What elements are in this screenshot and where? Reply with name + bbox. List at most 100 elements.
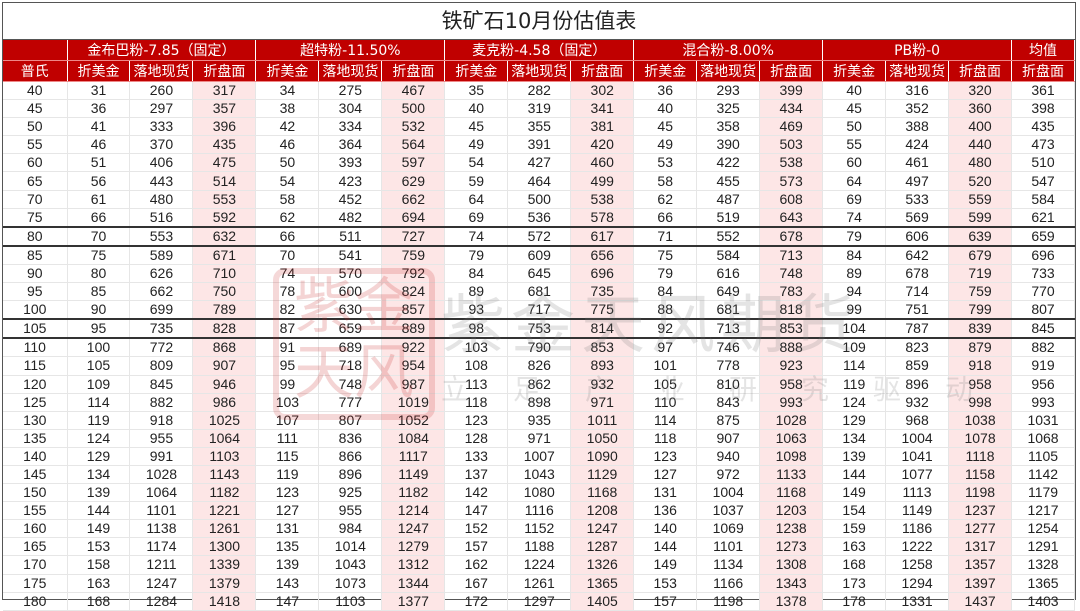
fold-usd-cell: 59 bbox=[444, 171, 509, 191]
fold-usd-cell: 69 bbox=[444, 208, 509, 228]
landed-spot-cell: 1331 bbox=[885, 592, 950, 611]
fold-usd-cell: 42 bbox=[255, 117, 320, 137]
fold-usd-cell: 90 bbox=[67, 300, 131, 320]
landed-spot-cell: 260 bbox=[129, 81, 194, 101]
landed-spot-cell: 391 bbox=[507, 135, 572, 155]
fold-usd-cell: 143 bbox=[255, 574, 320, 593]
fold-usd-cell: 131 bbox=[255, 519, 320, 539]
fold-usd-cell: 71 bbox=[633, 225, 698, 247]
fold-futures-cell: 1418 bbox=[192, 592, 257, 611]
landed-spot-cell: 1116 bbox=[507, 501, 572, 521]
landed-spot-cell: 971 bbox=[507, 429, 572, 448]
fold-usd-cell: 70 bbox=[67, 225, 131, 247]
fold-usd-cell: 74 bbox=[822, 208, 887, 228]
fold-usd-cell: 127 bbox=[633, 465, 698, 485]
fold-usd-cell: 144 bbox=[633, 537, 698, 557]
fold-usd-cell: 127 bbox=[255, 501, 320, 521]
fold-usd-cell: 74 bbox=[255, 264, 320, 284]
header-fold-usd: 折美金 bbox=[633, 60, 698, 82]
landed-spot-cell: 461 bbox=[885, 153, 950, 173]
fold-futures-cell: 1378 bbox=[759, 592, 824, 611]
fold-futures-cell: 1182 bbox=[381, 483, 446, 503]
fold-futures-cell: 993 bbox=[759, 393, 824, 412]
landed-spot-cell: 1028 bbox=[129, 465, 194, 485]
average-cell: 882 bbox=[1011, 338, 1075, 358]
average-cell: 398 bbox=[1011, 99, 1075, 119]
fold-usd-cell: 129 bbox=[822, 411, 887, 430]
landed-spot-cell: 297 bbox=[129, 99, 194, 119]
header-average: 均值 bbox=[1011, 40, 1075, 61]
fold-futures-cell: 564 bbox=[381, 135, 446, 155]
fold-usd-cell: 163 bbox=[822, 537, 887, 557]
fold-usd-cell: 95 bbox=[255, 356, 320, 376]
fold-usd-cell: 64 bbox=[444, 190, 509, 209]
landed-spot-cell: 809 bbox=[129, 356, 194, 376]
landed-spot-cell: 968 bbox=[885, 411, 950, 430]
fold-usd-cell: 58 bbox=[255, 190, 320, 209]
landed-spot-cell: 352 bbox=[885, 99, 950, 119]
fold-futures-cell: 1247 bbox=[570, 519, 635, 539]
landed-spot-cell: 511 bbox=[318, 225, 383, 247]
landed-spot-cell: 826 bbox=[507, 356, 572, 376]
landed-spot-cell: 455 bbox=[696, 171, 761, 191]
landed-spot-cell: 1138 bbox=[129, 519, 194, 539]
fold-usd-cell: 144 bbox=[67, 501, 131, 521]
landed-spot-cell: 1224 bbox=[507, 555, 572, 575]
landed-spot-cell: 972 bbox=[696, 465, 761, 485]
fold-usd-cell: 118 bbox=[444, 393, 509, 412]
fold-usd-cell: 101 bbox=[633, 356, 698, 376]
fold-futures-cell: 1025 bbox=[192, 411, 257, 430]
fold-usd-cell: 105 bbox=[633, 375, 698, 394]
fold-usd-cell: 115 bbox=[255, 447, 320, 466]
fold-futures-cell: 1312 bbox=[381, 555, 446, 575]
average-cell: 1068 bbox=[1011, 429, 1075, 448]
fold-futures-cell: 727 bbox=[381, 225, 446, 247]
fold-usd-cell: 110 bbox=[633, 393, 698, 412]
table-row: 180 168 1284 1418 147 1103 1377 172 1297 1405 157 1… bbox=[3, 592, 1075, 611]
platts-cell: 100 bbox=[3, 300, 68, 320]
platts-cell: 95 bbox=[3, 282, 68, 302]
fold-futures-cell: 1038 bbox=[948, 411, 1013, 430]
landed-spot-cell: 533 bbox=[885, 190, 950, 209]
fold-futures-cell: 440 bbox=[948, 135, 1013, 155]
table-row: 170 158 1211 1339 139 1043 1312 162 1224 1326 149 1… bbox=[3, 555, 1075, 575]
landed-spot-cell: 866 bbox=[318, 447, 383, 466]
fold-futures-cell: 400 bbox=[948, 117, 1013, 137]
landed-spot-cell: 370 bbox=[129, 135, 194, 155]
landed-spot-cell: 333 bbox=[129, 117, 194, 137]
landed-spot-cell: 1101 bbox=[129, 501, 194, 521]
fold-usd-cell: 114 bbox=[633, 411, 698, 430]
fold-usd-cell: 118 bbox=[633, 429, 698, 448]
fold-futures-cell: 879 bbox=[948, 338, 1013, 358]
landed-spot-cell: 516 bbox=[129, 208, 194, 228]
fold-usd-cell: 79 bbox=[822, 225, 887, 247]
header-fold-usd: 折美金 bbox=[67, 60, 131, 82]
fold-futures-cell: 1063 bbox=[759, 429, 824, 448]
fold-usd-cell: 78 bbox=[255, 282, 320, 302]
fold-usd-cell: 167 bbox=[444, 574, 509, 593]
fold-usd-cell: 134 bbox=[67, 465, 131, 485]
fold-usd-cell: 168 bbox=[822, 555, 887, 575]
landed-spot-cell: 334 bbox=[318, 117, 383, 137]
landed-spot-cell: 1004 bbox=[696, 483, 761, 503]
fold-futures-cell: 341 bbox=[570, 99, 635, 119]
landed-spot-cell: 536 bbox=[507, 208, 572, 228]
landed-spot-cell: 358 bbox=[696, 117, 761, 137]
landed-spot-cell: 282 bbox=[507, 81, 572, 101]
landed-spot-cell: 464 bbox=[507, 171, 572, 191]
fold-futures-cell: 759 bbox=[948, 282, 1013, 302]
landed-spot-cell: 790 bbox=[507, 338, 572, 358]
average-cell: 770 bbox=[1011, 282, 1075, 302]
fold-futures-cell: 435 bbox=[192, 135, 257, 155]
fold-usd-cell: 40 bbox=[444, 99, 509, 119]
landed-spot-cell: 541 bbox=[318, 245, 383, 265]
landed-spot-cell: 896 bbox=[885, 375, 950, 394]
landed-spot-cell: 746 bbox=[696, 338, 761, 358]
fold-usd-cell: 89 bbox=[822, 264, 887, 284]
landed-spot-cell: 699 bbox=[129, 300, 194, 320]
fold-futures-cell: 467 bbox=[381, 81, 446, 101]
fold-usd-cell: 154 bbox=[822, 501, 887, 521]
landed-spot-cell: 1134 bbox=[696, 555, 761, 575]
landed-spot-cell: 1007 bbox=[507, 447, 572, 466]
platts-cell: 90 bbox=[3, 264, 68, 284]
